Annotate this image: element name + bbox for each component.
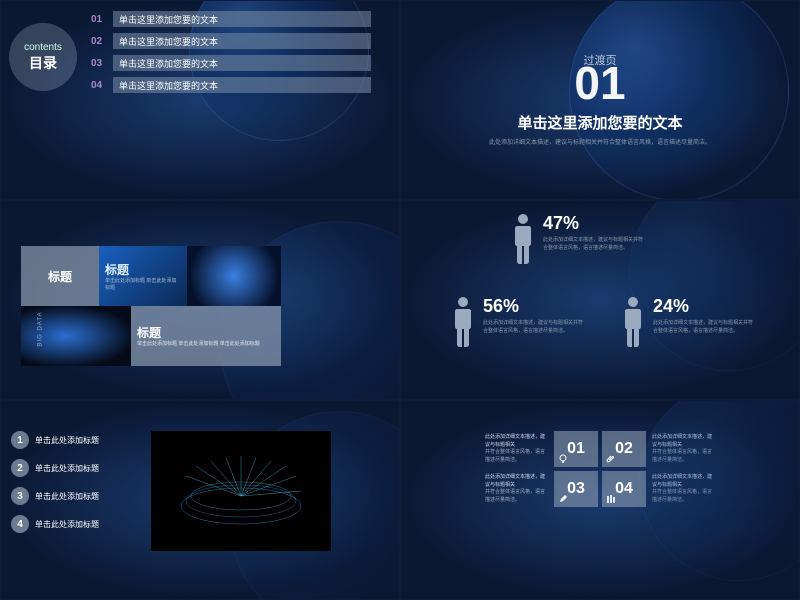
item-label: 单击此处添加标题: [35, 519, 99, 530]
contents-badge: contents 目录: [9, 23, 77, 91]
list-item[interactable]: 1 单击此处添加标题: [11, 431, 99, 449]
quad-cell[interactable]: 此处添加详细文本描述，建议与标题相关并符合整体语言风格，语言描述尽量简洁。 03: [485, 471, 598, 507]
quad-cell[interactable]: 此处添加详细文本描述，建议与标题相关并符合整体语言风格，语言描述尽量简洁。 01: [485, 431, 598, 467]
person-icon: [621, 296, 645, 348]
slide-grid: contents 目录 01 单击这里添加您要的文本 02 单击这里添加您要的文…: [0, 0, 800, 600]
tile-title: 标题: [105, 261, 181, 278]
toc-label: 单击这里添加您要的文本: [113, 55, 371, 71]
stat-percent: 24%: [653, 296, 753, 317]
cell-number: 01: [567, 440, 585, 458]
toc-num: 04: [91, 80, 113, 91]
item-label: 单击此处添加标题: [35, 491, 99, 502]
cell-number: 04: [615, 480, 633, 498]
stat-desc: 此处添加详细文本描述，建议与标题相关并符合整体语言风格，语言描述尽量简洁。: [543, 237, 643, 252]
cell-text: 并符合整体语言风格，语言描述尽量简洁。: [485, 489, 548, 504]
contents-cn: 目录: [29, 53, 57, 73]
item-number: 4: [11, 515, 29, 533]
tile-title: 标题: [48, 268, 72, 285]
wireframe-icon: [166, 446, 316, 536]
disk-visual: [151, 431, 331, 551]
person-icon: [511, 213, 535, 265]
item-number: 1: [11, 431, 29, 449]
slide-numbered: 1 单击此处添加标题 2 单击此处添加标题 3 单击此处添加标题 4 单击此处添加标题: [0, 400, 400, 600]
stat-block: 56% 此处添加详细文本描述，建议与标题相关并符合整体语言风格，语言描述尽量简洁…: [451, 296, 583, 348]
list-item[interactable]: 2 单击此处添加标题: [11, 459, 99, 477]
person-icon: [451, 296, 475, 348]
item-number: 3: [11, 487, 29, 505]
tile-title: 标题: [137, 324, 275, 341]
tile-sub: 单击此处添加标题 单击此处添加标题 单击此处添加标题: [137, 341, 275, 348]
cell-number: 02: [615, 440, 633, 458]
tile[interactable]: 标题: [21, 246, 99, 306]
globe-decoration: [639, 400, 800, 581]
toc-label: 单击这里添加您要的文本: [113, 11, 371, 27]
slide-quad: 此处添加详细文本描述，建议与标题相关并符合整体语言风格，语言描述尽量简洁。 01…: [400, 400, 800, 600]
toc-num: 01: [91, 14, 113, 25]
slide-transition: 过渡页 01 单击这里添加您要的文本 此处添加详细文本描述，建议与标题相关并符合…: [400, 0, 800, 200]
slide-tiles: 标题 标题单击此处添加标题 单击此处添加标题 BIG DATA 标题单击此处添加…: [0, 200, 400, 400]
tile-image[interactable]: BIG DATA: [21, 306, 131, 366]
tile-grid: 标题 标题单击此处添加标题 单击此处添加标题 BIG DATA 标题单击此处添加…: [21, 246, 281, 366]
toc-label: 单击这里添加您要的文本: [113, 77, 371, 93]
stat-percent: 56%: [483, 296, 583, 317]
numbered-list: 1 单击此处添加标题 2 单击此处添加标题 3 单击此处添加标题 4 单击此处添加标题: [11, 431, 99, 543]
transition-title: 单击这里添加您要的文本: [517, 112, 682, 133]
books-icon: [606, 494, 616, 504]
transition-subtitle: 此处添加详细文本描述，建议与标题相关并符合整体语言风格，语言描述尽量简洁。: [489, 139, 711, 148]
pencil-icon: [558, 494, 568, 504]
bigdata-label: BIG DATA: [38, 311, 44, 346]
toc-label: 单击这里添加您要的文本: [113, 33, 371, 49]
cell-number: 03: [567, 480, 585, 498]
stat-block: 24% 此处添加详细文本描述，建议与标题相关并符合整体语言风格，语言描述尽量简洁…: [621, 296, 753, 348]
toc-num: 03: [91, 58, 113, 69]
stat-desc: 此处添加详细文本描述，建议与标题相关并符合整体语言风格，语言描述尽量简洁。: [653, 320, 753, 335]
stat-percent: 47%: [543, 213, 643, 234]
tile-image[interactable]: [187, 246, 281, 306]
tile-sub: 单击此处添加标题 单击此处添加标题: [105, 278, 181, 292]
toc-num: 02: [91, 36, 113, 47]
list-item[interactable]: 4 单击此处添加标题: [11, 515, 99, 533]
transition-number: 01: [574, 60, 625, 106]
list-item[interactable]: 3 单击此处添加标题: [11, 487, 99, 505]
contents-en: contents: [24, 42, 62, 53]
item-label: 单击此处添加标题: [35, 435, 99, 446]
toc-item[interactable]: 01 单击这里添加您要的文本: [91, 11, 371, 27]
stat-desc: 此处添加详细文本描述，建议与标题相关并符合整体语言风格，语言描述尽量简洁。: [483, 320, 583, 335]
lightbulb-icon: [558, 454, 568, 464]
cell-text: 并符合整体语言风格，语言描述尽量简洁。: [485, 449, 548, 464]
cell-text: 此处添加详细文本描述，建议与标题相关: [485, 474, 548, 489]
tile[interactable]: 标题单击此处添加标题 单击此处添加标题 单击此处添加标题: [131, 306, 281, 366]
slide-contents: contents 目录 01 单击这里添加您要的文本 02 单击这里添加您要的文…: [0, 0, 400, 200]
stat-block: 47% 此处添加详细文本描述，建议与标题相关并符合整体语言风格，语言描述尽量简洁…: [511, 213, 643, 265]
toc-item[interactable]: 04 单击这里添加您要的文本: [91, 77, 371, 93]
paperclip-icon: [606, 454, 616, 464]
slide-stats: 47% 此处添加详细文本描述，建议与标题相关并符合整体语言风格，语言描述尽量简洁…: [400, 200, 800, 400]
tile[interactable]: 标题单击此处添加标题 单击此处添加标题: [99, 246, 187, 306]
item-label: 单击此处添加标题: [35, 463, 99, 474]
cell-text: 此处添加详细文本描述，建议与标题相关: [485, 434, 548, 449]
toc-item[interactable]: 02 单击这里添加您要的文本: [91, 33, 371, 49]
toc-item[interactable]: 03 单击这里添加您要的文本: [91, 55, 371, 71]
item-number: 2: [11, 459, 29, 477]
toc-list: 01 单击这里添加您要的文本 02 单击这里添加您要的文本 03 单击这里添加您…: [91, 11, 371, 99]
